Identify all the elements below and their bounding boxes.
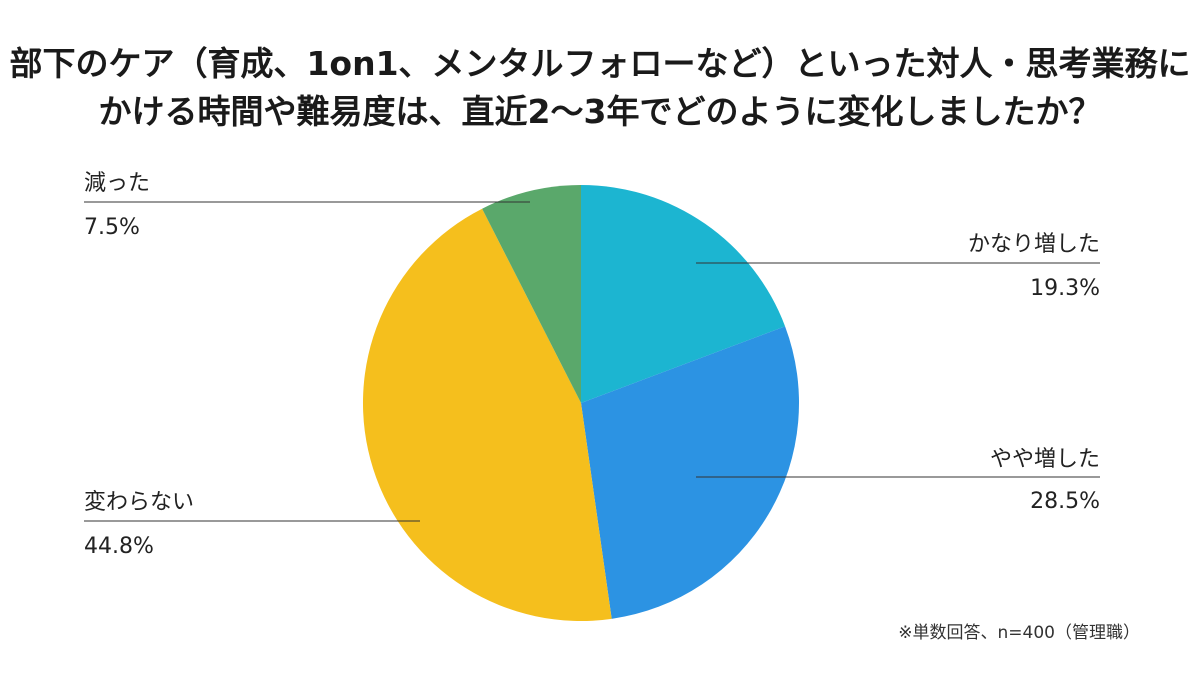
slice-value-2: 28.5% (1030, 489, 1100, 514)
slice-value-1: 19.3% (1030, 276, 1100, 301)
title-line-1: 部下のケア（育成、1on1、メンタルフォローなど）といった対人・思考業務に (9, 44, 1191, 83)
pie-slice-4 (482, 185, 581, 403)
slice-label-1: かなり増した (968, 232, 1100, 257)
pie-slice-1 (581, 185, 786, 403)
slice-value-3: 44.8% (84, 534, 154, 559)
chart-title: 部下のケア（育成、1on1、メンタルフォローなど）といった対人・思考業務に かけ… (0, 40, 1200, 136)
slice-value-4: 7.5% (84, 215, 140, 240)
slice-label-2: やや増した (990, 447, 1100, 472)
slice-label-4: 減った (84, 171, 150, 196)
title-line-2: かける時間や難易度は、直近2〜3年でどのように変化しましたか？ (98, 92, 1102, 131)
slice-label-3: 変わらない (84, 490, 194, 515)
pie-slice-2 (581, 326, 800, 619)
pie-slice-3 (362, 208, 612, 622)
footnote: ※単数回答、n=400（管理職） (898, 623, 1140, 643)
